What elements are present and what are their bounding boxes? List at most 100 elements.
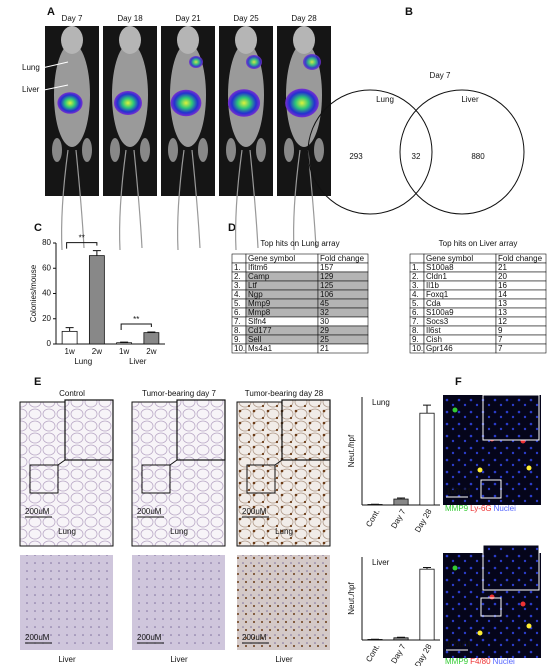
inset [482,544,540,591]
stain-name: MMP9 [445,657,469,666]
mouse-leg [256,138,266,162]
x-tick-label: 1w [119,347,129,356]
table-text: Socs3 [426,317,449,326]
cell-signal [477,467,483,473]
table-text: 10. [234,344,245,353]
table-text: 4. [234,290,241,299]
table-text: Cd177 [248,326,272,335]
table-text: 8. [234,326,241,335]
tail [75,149,85,249]
histology-image [237,555,330,650]
x-tick-label: Cont. [364,643,381,664]
mouse-leg [52,138,62,162]
chart-title: Lung [372,398,390,407]
table-text: 20 [498,272,507,281]
set-label: Lung [376,95,394,104]
scale-bar-label: 100uM [446,487,471,496]
histology-image [20,555,113,650]
table-text: Gpr146 [426,344,453,353]
table-text: 14 [498,290,507,299]
table-text: Cda [426,299,441,308]
stain-name: MMP9 [445,504,469,513]
table-text: Il6st [426,326,441,335]
table-cell [409,253,425,264]
panel-label: E [34,376,41,388]
row-label: Lung [170,527,188,536]
bar [116,342,133,345]
table-cell [495,325,547,336]
tail [191,149,201,249]
inset [482,394,540,441]
x-tick-label: Day 28 [413,507,434,534]
inset-box [29,464,59,494]
y-axis-label: Neut./hpf [347,434,356,467]
bar [61,330,78,345]
x-tick-label: 2w [146,347,156,356]
cell-signal [477,630,483,636]
venn-circle [307,89,433,215]
table-text: 7. [412,317,419,326]
y-tick-label: 20 [42,314,51,323]
table-text: S100a9 [426,308,454,317]
error-bar [423,567,431,570]
scale-bar-label: 200uM [137,633,162,642]
table-text: 12 [498,317,507,326]
table-text: 125 [320,281,334,290]
row-label: Lung [58,527,76,536]
table-text: 10. [412,344,423,353]
table-text: Cldn1 [426,272,447,281]
scale-bar-label: 100uM [446,640,471,649]
signal [114,91,142,115]
day-label: Day 25 [233,14,259,23]
inset [176,399,226,461]
table-cell [317,343,369,354]
table-text: 9. [412,335,419,344]
signal [303,54,321,70]
day-label: Day 7 [62,14,83,23]
cell-signal [526,465,532,471]
row-label: Liver [58,655,76,664]
row-label: Liver [275,655,293,664]
stain-name: F4/80 [470,657,491,666]
table-text: Mmp8 [248,308,271,317]
inset-link [274,459,283,466]
significance-label: ** [79,234,85,243]
table-cell [231,253,247,264]
table-text: Camp [248,272,270,281]
significance-bracket [66,242,98,249]
set-label: Liver [461,95,479,104]
table-text: Slfn4 [248,317,267,326]
significance-label: ** [133,315,139,324]
mouse-leg [284,138,294,162]
inset-box [480,597,502,617]
day-label: Day 21 [175,14,201,23]
table-text: 5. [234,299,241,308]
table-text: Foxq1 [426,290,449,299]
stain-name: Nuclei [494,504,516,513]
group-label: Lung [74,357,92,366]
signal [285,88,319,118]
table-text: 3. [412,281,419,290]
table-text: 8. [412,326,419,335]
table-text: Ms4a1 [248,344,273,353]
mouse-leg [226,138,236,162]
column-label: Tumor-bearing day 7 [142,389,217,398]
y-tick-label: 60 [42,263,51,272]
venn-circle [399,89,525,215]
count: 293 [349,152,363,161]
table-header: Gene symbol [426,254,473,263]
table-text: 1. [234,263,241,272]
x-tick-label: Day 28 [413,642,434,666]
table-text: 4. [412,290,419,299]
cell-signal [452,407,458,413]
error-bar [397,497,405,500]
signal [246,55,262,69]
table-header: Fold change [498,254,543,263]
table-text: 6. [412,308,419,317]
stain-legend: MMP9 Ly-6G Nuclei [445,504,516,513]
bar [393,637,409,641]
inset [281,399,331,461]
tail [61,149,69,251]
count: 880 [471,152,485,161]
